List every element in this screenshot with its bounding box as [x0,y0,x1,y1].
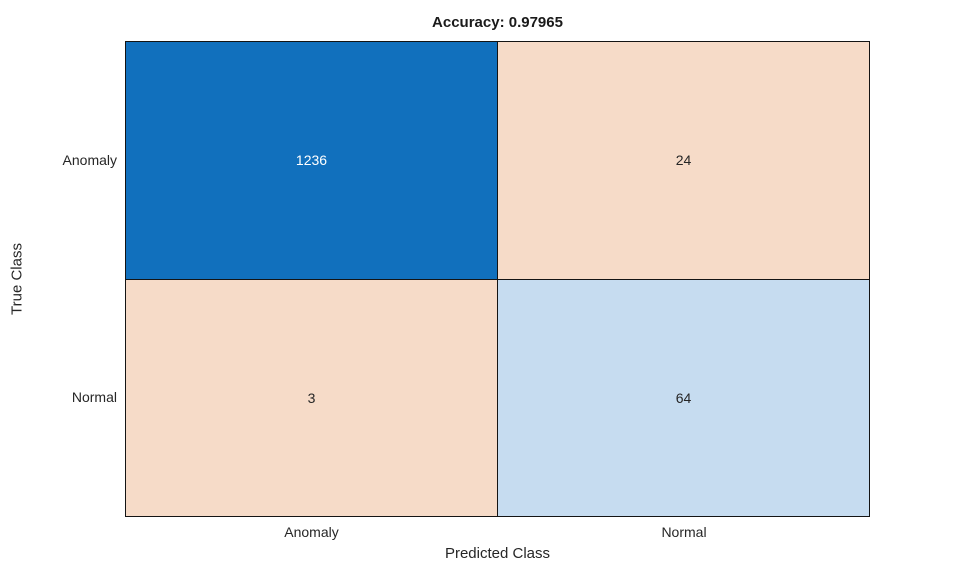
cell-true-normal-pred-normal: 64 [498,279,869,516]
x-tick-anomaly: Anomaly [284,524,339,540]
confusion-matrix-grid: 1236 24 3 64 [125,41,870,517]
y-tick-normal: Normal [71,389,117,405]
y-tick-anomaly: Anomaly [62,152,117,168]
chart-title: Accuracy: 0.97965 [432,14,563,31]
y-axis-label: True Class [8,243,26,315]
x-tick-normal: Normal [661,524,707,540]
x-axis-label: Predicted Class [444,545,551,562]
cell-true-anomaly-pred-normal: 24 [498,42,869,279]
cell-true-anomaly-pred-anomaly: 1236 [126,42,497,279]
cell-true-normal-pred-anomaly: 3 [126,279,497,516]
